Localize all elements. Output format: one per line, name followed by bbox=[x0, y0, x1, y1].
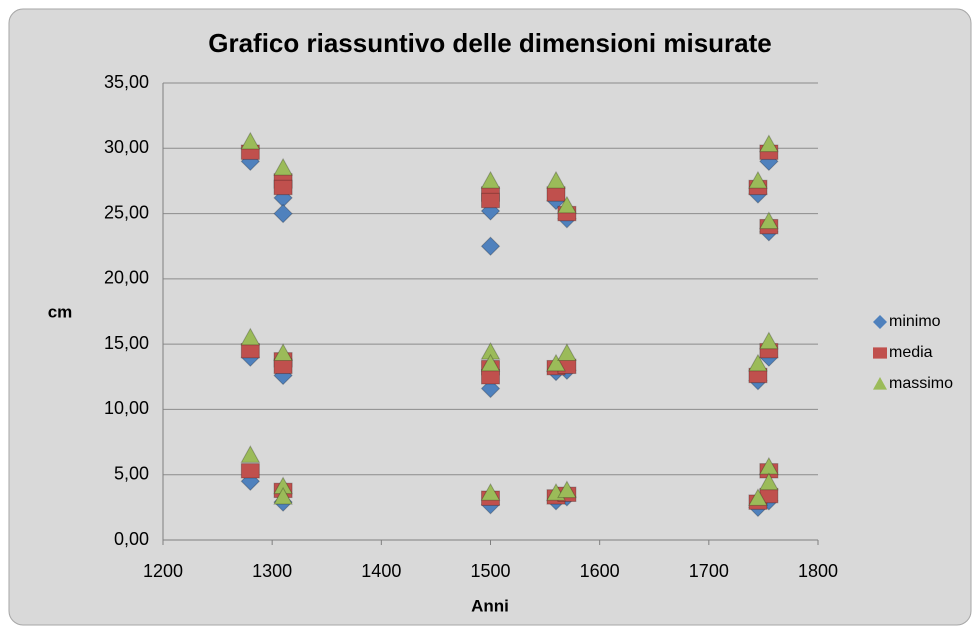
point bbox=[273, 358, 293, 375]
x-tick-label: 1400 bbox=[361, 561, 401, 581]
y-tick-label: 20,00 bbox=[104, 268, 149, 288]
point bbox=[546, 170, 566, 189]
point bbox=[481, 192, 500, 209]
point bbox=[480, 482, 501, 501]
x-tick-label: 1500 bbox=[470, 561, 510, 581]
point bbox=[273, 486, 293, 505]
point bbox=[759, 331, 779, 350]
y-tick-label: 0,00 bbox=[114, 529, 149, 549]
y-tick-label: 10,00 bbox=[104, 398, 149, 418]
legend-label: massimo bbox=[889, 375, 953, 392]
y-tick-label: 35,00 bbox=[104, 72, 149, 92]
x-tick-label: 1700 bbox=[689, 561, 729, 581]
point bbox=[557, 480, 577, 499]
point bbox=[481, 369, 500, 385]
point bbox=[748, 353, 768, 372]
point bbox=[273, 157, 293, 176]
point bbox=[273, 343, 293, 361]
point bbox=[748, 488, 768, 506]
point bbox=[557, 343, 577, 361]
point bbox=[748, 170, 768, 189]
legend-marker bbox=[873, 347, 887, 359]
point bbox=[546, 186, 566, 202]
point bbox=[759, 134, 779, 153]
y-tick-label: 15,00 bbox=[104, 333, 149, 353]
point bbox=[240, 342, 260, 359]
y-tick-label: 25,00 bbox=[104, 202, 149, 222]
legend-marker bbox=[873, 315, 887, 329]
point bbox=[759, 211, 779, 230]
legend-marker bbox=[873, 377, 887, 390]
x-tick-label: 1800 bbox=[798, 561, 838, 581]
point bbox=[240, 327, 261, 346]
legend-label: media bbox=[889, 344, 933, 361]
point bbox=[480, 236, 501, 256]
x-tick-label: 1600 bbox=[580, 561, 620, 581]
chart-panel bbox=[8, 8, 972, 626]
point bbox=[273, 203, 293, 224]
y-axis-label: cm bbox=[48, 302, 73, 321]
point bbox=[480, 378, 501, 399]
x-tick-label: 1200 bbox=[143, 561, 183, 581]
y-tick-label: 30,00 bbox=[104, 137, 149, 157]
x-tick-label: 1300 bbox=[252, 561, 292, 581]
point bbox=[480, 353, 501, 372]
point bbox=[480, 170, 501, 189]
point bbox=[240, 463, 260, 479]
point bbox=[546, 353, 566, 372]
point bbox=[557, 195, 577, 214]
point bbox=[759, 472, 779, 491]
point bbox=[240, 131, 261, 150]
point bbox=[273, 179, 293, 196]
point bbox=[240, 445, 261, 463]
legend-label: minimo bbox=[889, 313, 941, 330]
chart-title: Grafico riassuntivo delle dimensioni mis… bbox=[208, 28, 772, 58]
x-axis-label: Anni bbox=[471, 596, 509, 615]
y-tick-label: 5,00 bbox=[114, 463, 149, 483]
